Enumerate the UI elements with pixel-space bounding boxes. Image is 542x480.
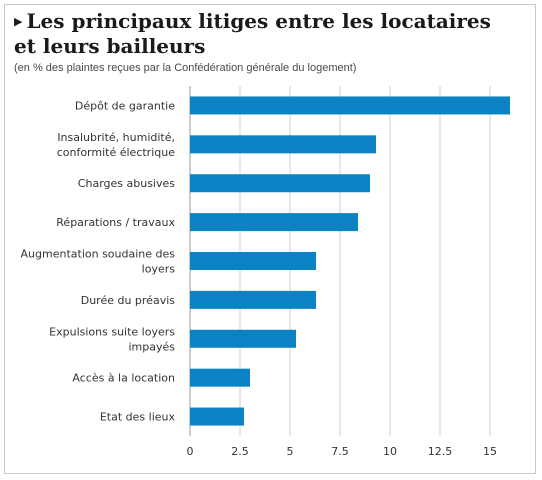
bar xyxy=(190,174,370,193)
category-labels: Dépôt de garantie Insalubrité, humidité, c… xyxy=(21,99,176,423)
bars xyxy=(190,96,510,426)
x-tick-label: 12.5 xyxy=(428,445,453,458)
category-label: Réparations / travaux xyxy=(56,216,175,229)
bar xyxy=(190,290,316,309)
chart-frame xyxy=(4,4,536,474)
category-label: Augmentation soudaine des loyers xyxy=(21,248,176,276)
chart-title-text: Les principaux litiges entre les locatai… xyxy=(14,9,491,58)
category-label: Insalubrité, humidité, conformité électri… xyxy=(57,131,176,159)
category-label: Dépôt de garantie xyxy=(75,99,175,112)
x-tick-label: 5 xyxy=(287,445,294,458)
arrow-right-icon: ▶ xyxy=(14,15,23,28)
chart-subtitle: (en % des plaintes reçues par la Confédé… xyxy=(14,62,357,74)
bar xyxy=(190,368,250,387)
bar xyxy=(190,407,244,426)
x-tick-label: 15 xyxy=(483,445,497,458)
category-label: Etat des lieux xyxy=(100,411,176,424)
x-tick-label: 7.5 xyxy=(331,445,349,458)
category-label: Charges abusives xyxy=(78,177,175,190)
bar xyxy=(190,96,510,115)
category-label: Accès à la location xyxy=(72,372,175,385)
chart-title: ▶ Les principaux litiges entre les locata… xyxy=(14,9,514,59)
category-label: Durée du préavis xyxy=(81,294,176,307)
x-tick-label: 10 xyxy=(383,445,397,458)
bar xyxy=(190,213,358,232)
category-label: Expulsions suite loyers impayés xyxy=(49,325,175,353)
bar xyxy=(190,252,316,270)
x-tick-label: 2.5 xyxy=(231,445,249,458)
bar xyxy=(190,135,376,154)
x-tick-label: 0 xyxy=(187,445,194,458)
bar xyxy=(190,329,296,348)
x-tick-labels: 0 2.5 5 7.5 10 12.5 15 xyxy=(187,445,498,458)
